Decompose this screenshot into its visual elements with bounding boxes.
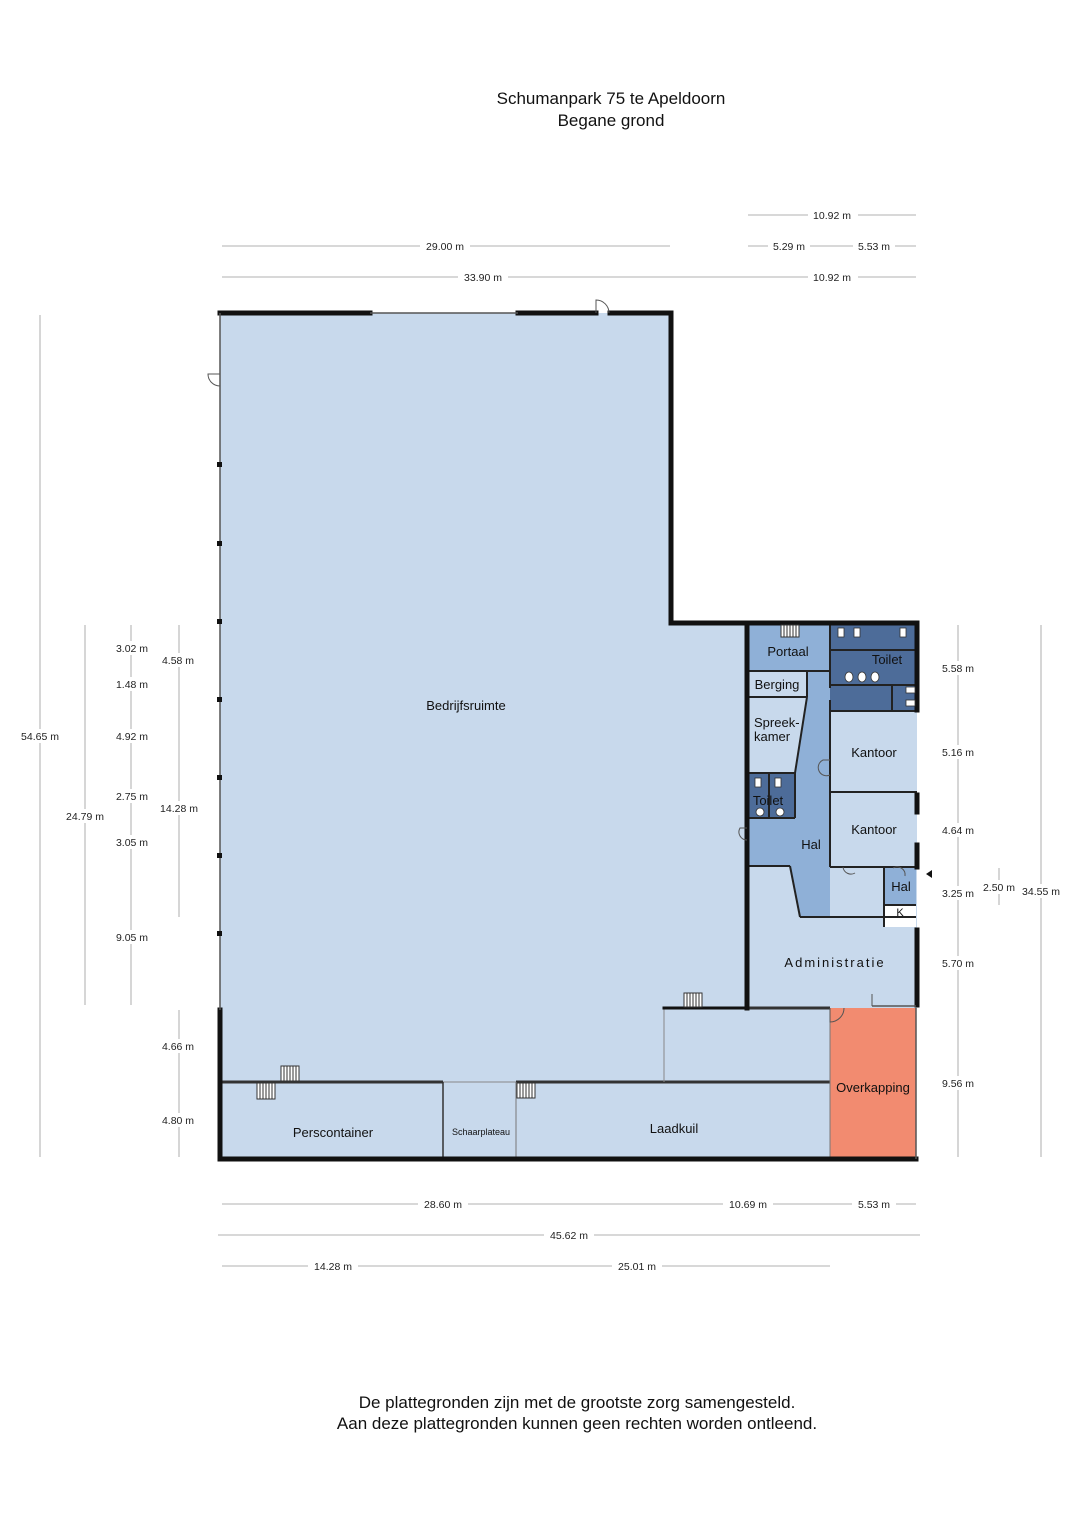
dim-label: 33.90 m <box>464 272 502 284</box>
entrance-arrow-icon <box>926 870 932 878</box>
stairs-icon <box>683 992 703 1008</box>
dim-label: 2.75 m <box>116 791 148 803</box>
room-label-spreekkamer-2: kamer <box>754 729 791 744</box>
room-label-overkapping: Overkapping <box>836 1080 910 1095</box>
room-label-laadkuil: Laadkuil <box>650 1121 699 1136</box>
sanitary-fixtures <box>754 627 916 817</box>
interior-walls <box>747 623 917 927</box>
dim-label: 9.56 m <box>942 1078 974 1090</box>
laadkuil-zone-floor <box>664 1008 830 1082</box>
room-label-kantoor-bottom: Kantoor <box>851 822 897 837</box>
kantoor-bottom-floor <box>830 793 917 867</box>
dim-label: 4.66 m <box>162 1041 194 1053</box>
stairs-icon <box>256 1082 276 1100</box>
dim-label: 3.05 m <box>116 837 148 849</box>
door-icon <box>207 373 221 387</box>
floor-areas <box>220 313 917 1159</box>
stairs-icon <box>280 1065 300 1082</box>
page-subtitle: Begane grond <box>557 111 665 130</box>
stairs-icon <box>780 624 800 638</box>
dim-label: 5.58 m <box>942 663 974 675</box>
dim-label: 4.58 m <box>162 655 194 667</box>
toilet-right-floor <box>830 623 917 711</box>
door-icon <box>595 299 610 314</box>
dimension-lines <box>39 214 1042 1267</box>
room-label-berging: Berging <box>755 677 800 692</box>
dim-label: 10.92 m <box>813 210 851 222</box>
room-label-schaarplateau: Schaarplateau <box>452 1127 510 1137</box>
page-title: Schumanpark 75 te Apeldoorn <box>496 89 726 108</box>
spreekkamer-floor <box>747 697 807 773</box>
dim-label: 45.62 m <box>550 1230 588 1242</box>
room-label-spreekkamer-1: Spreek- <box>754 715 800 730</box>
dimension-labels: 10.92 m 29.00 m 5.29 m 5.53 m 33.90 m 10… <box>18 208 1064 1273</box>
dim-label: 54.65 m <box>21 731 59 743</box>
dim-label: 1.48 m <box>116 679 148 691</box>
room-label-portaal: Portaal <box>767 644 808 659</box>
dim-label: 4.80 m <box>162 1115 194 1127</box>
outer-walls <box>217 310 920 1162</box>
door-swings <box>207 299 906 1023</box>
dim-label: 5.16 m <box>942 747 974 759</box>
dim-label: 29.00 m <box>426 241 464 253</box>
dim-label: 3.02 m <box>116 643 148 655</box>
dim-label: 34.55 m <box>1022 886 1060 898</box>
dim-label: 25.01 m <box>618 1261 656 1273</box>
door-icon <box>829 1007 845 1023</box>
kantoor-top-floor <box>830 712 917 792</box>
window-walls <box>219 312 917 1159</box>
dim-label: 4.92 m <box>116 731 148 743</box>
dim-label: 5.70 m <box>942 958 974 970</box>
bedrijfsruimte-floor <box>220 313 747 1082</box>
berging-floor <box>747 671 807 697</box>
facade-markers <box>217 462 222 936</box>
disclaimer-line-1: De plattegronden zijn met de grootste zo… <box>358 1393 796 1412</box>
room-label-administratie: Administratie <box>784 955 885 970</box>
room-label-perscontainer: Perscontainer <box>293 1125 374 1140</box>
dim-label: 14.28 m <box>314 1261 352 1273</box>
disclaimer-line-2: Aan deze plattegronden kunnen geen recht… <box>336 1414 818 1433</box>
dim-label: 2.50 m <box>983 882 1015 894</box>
door-icon <box>842 866 856 875</box>
dim-label: 5.29 m <box>773 241 805 253</box>
room-labels: Bedrijfsruimte Portaal Toilet Berging Sp… <box>293 644 911 1140</box>
room-label-hal-right: Hal <box>891 879 911 894</box>
room-label-toilet-right: Toilet <box>872 652 903 667</box>
dim-label: 24.79 m <box>66 811 104 823</box>
door-icon <box>738 827 748 841</box>
dim-label: 14.28 m <box>160 803 198 815</box>
stairs-icon <box>516 1082 536 1099</box>
dim-label: 28.60 m <box>424 1199 462 1211</box>
room-label-hal-left: Hal <box>801 837 821 852</box>
door-icon <box>892 866 906 877</box>
dim-label: 3.25 m <box>942 888 974 900</box>
room-label-bedrijfsruimte: Bedrijfsruimte <box>426 698 505 713</box>
room-label-k: K <box>896 907 904 919</box>
dim-label: 4.64 m <box>942 825 974 837</box>
dim-label: 10.92 m <box>813 272 851 284</box>
dim-label: 9.05 m <box>116 932 148 944</box>
stair-icons <box>256 624 800 1100</box>
dim-label: 10.69 m <box>729 1199 767 1211</box>
dim-label: 5.53 m <box>858 241 890 253</box>
room-label-toilet-left: Toilet <box>753 793 784 808</box>
door-icon <box>817 759 831 777</box>
overkapping-floor <box>830 1008 916 1159</box>
dim-label: 5.53 m <box>858 1199 890 1211</box>
room-label-kantoor-top: Kantoor <box>851 745 897 760</box>
